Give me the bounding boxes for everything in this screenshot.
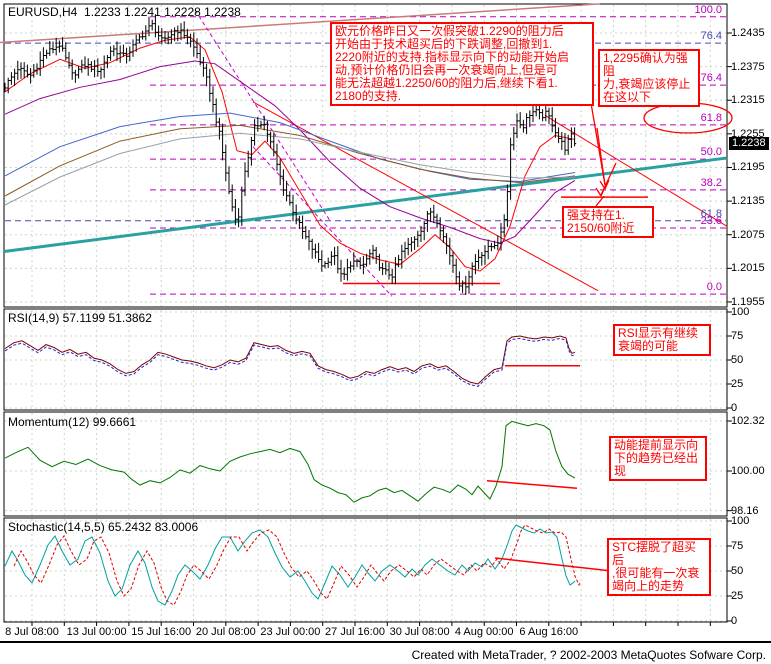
fib-level-label: 61.8: [700, 111, 722, 124]
sto-hgrid: [5, 520, 726, 622]
rsi-indicator-header: RSI(14,9) 57.1199 51.3862: [8, 311, 152, 325]
rsi-y-axis-label: 75: [731, 330, 744, 342]
fib-level-label: 0.0: [706, 281, 722, 294]
rsi-y-axis-label: 100: [731, 306, 750, 318]
mom-y-axis-label: 98.16: [731, 504, 759, 517]
red-arrow-line: [595, 195, 605, 207]
mom-y-axis-label: 102.32: [731, 415, 765, 427]
downtrend-line-2: [544, 114, 728, 227]
stochastic-red-trend-segment: [494, 557, 613, 572]
red-arrowhead: [604, 179, 610, 190]
red-arrowhead: [595, 187, 602, 197]
mom-y-axis-label: 100.00: [731, 465, 765, 477]
stochastic-indicator-header: Stochastic(14,5,5) 65.2432 83.0006: [8, 520, 199, 534]
main-y-axis-label: 1.2075: [731, 228, 765, 241]
ma-slow-blue: [4, 112, 576, 183]
sto-grid: [31, 519, 711, 621]
rsi-y-axis-label: 50: [731, 354, 744, 366]
x-axis-date-label: 27 Jul 16:00: [325, 626, 385, 638]
momentum-indicator-header: Momentum(12) 99.6661: [8, 415, 137, 429]
red-arrow-line: [596, 127, 606, 186]
ma-slow-gray: [4, 132, 576, 206]
price-bar-close-ticks: [5, 23, 577, 288]
fib-level-label: 23.6: [700, 214, 722, 227]
x-axis-date-label: 4 Aug 00:00: [454, 626, 514, 638]
resistance-note-box[interactable]: 1,2295确认为强阻 力,衰竭应该停止 在这以下: [598, 49, 700, 107]
stochastic-k-line: [4, 524, 576, 606]
ma-fast-red: [4, 36, 576, 272]
momentum-note-box[interactable]: 动能提前显示向 下的趋势已经出 现: [609, 436, 707, 481]
sto-y-axis-label: 50: [731, 565, 744, 577]
main-y-axis-label: 1.2375: [731, 60, 765, 73]
sto-y-axis-label: 100: [731, 515, 750, 527]
rsi-hgrid: [5, 311, 726, 409]
copyright-credit: Created with MetaTrader, ? 2002-2003 Met…: [411, 648, 766, 662]
x-axis-date-label: 20 Jul 08:00: [195, 626, 256, 638]
price-bar-open-ticks: [3, 23, 575, 288]
rsi-main-line: [4, 335, 576, 385]
analysis-note-box[interactable]: 欧元价格昨日又一次假突破1.2290的阻力后 开始由于技术超买后的下跌调整,回撤…: [330, 22, 594, 106]
ma-medium-purple: [4, 60, 576, 244]
main-y-axis-label: 1.1955: [731, 295, 765, 308]
rsi-y-axis-label: 25: [731, 378, 744, 390]
main-y-axis-label: 1.2255: [731, 127, 765, 140]
stochastic-note-box[interactable]: STC摆脱了超买后 ,很可能有一次衰 竭向上的走势: [607, 538, 711, 596]
momentum-red-trend-segment: [486, 479, 578, 489]
sto-y-axis-label: 0: [731, 615, 738, 627]
fib-level-label-2: 61.8: [700, 207, 722, 220]
fan-dashed-2: [252, 146, 393, 297]
x-axis-date-label: 15 Jul 16:00: [131, 626, 192, 638]
x-axis-date-label: 6 Aug 16:00: [519, 626, 579, 638]
momentum-main-line: [4, 420, 576, 503]
stochastic-d-line: [13, 524, 581, 606]
main-y-axis-label: 1.2135: [731, 195, 765, 208]
sto-y-axis-label: 75: [731, 540, 744, 552]
rsi-y-axis-label: 0: [731, 402, 738, 414]
rsi-signal-line: [4, 337, 576, 387]
fib-level-label: 76.4: [700, 72, 722, 85]
resistance-trendline: [0, 3, 601, 44]
symbol-ohlc-header: EURUSD,H4 1.2233 1.2241 1.2228 1.2238: [8, 5, 241, 19]
x-axis-date-label: 13 Jul 00:00: [66, 626, 127, 638]
fib-level-label: 50.0: [700, 146, 722, 159]
support-note-box[interactable]: 强支持在1. 2150/60附近: [562, 206, 654, 238]
mom-hgrid: [5, 420, 726, 512]
fib-level-label-2: 76.4: [700, 30, 722, 43]
mom-panel-frame: [3, 411, 728, 517]
support-trendline-thick: [3, 156, 728, 254]
sto-y-axis-label: 25: [731, 590, 744, 602]
x-axis-date-label: 8 Jul 08:00: [5, 626, 59, 638]
main-y-axis-label: 1.2315: [731, 94, 765, 107]
red-arrowhead: [600, 186, 606, 197]
status-bar-divider: [0, 641, 771, 643]
fib-level-label: 100.0: [694, 3, 722, 16]
main-y-axis-label: 1.2435: [731, 27, 765, 39]
current-price-tag: 1.2238: [729, 137, 769, 150]
ma-slow-brown: [4, 124, 576, 197]
x-axis-date-label: 30 Jul 08:00: [389, 626, 450, 638]
rsi-note-box[interactable]: RSI显示有继续 衰竭的可能: [613, 324, 711, 356]
fib-level-label: 38.2: [700, 176, 722, 189]
x-axis-date-label: 23 Jul 00:00: [260, 626, 321, 638]
main-y-axis-label: 1.2015: [731, 262, 765, 275]
main-y-axis-label: 1.2195: [731, 161, 765, 174]
